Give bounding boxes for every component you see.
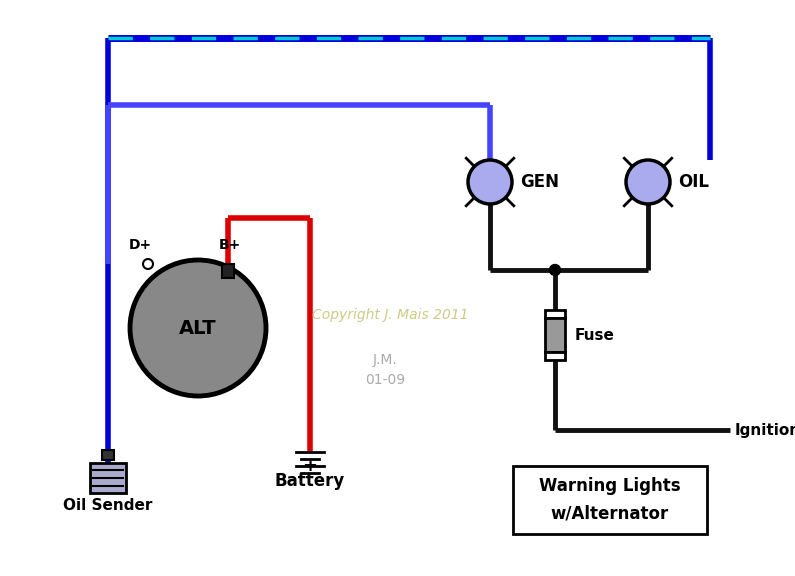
Text: OIL: OIL	[678, 173, 709, 191]
Circle shape	[468, 160, 512, 204]
Bar	[102, 450, 114, 460]
Text: ALT: ALT	[179, 319, 217, 338]
Bar	[545, 318, 565, 352]
Text: Fuse: Fuse	[575, 328, 615, 343]
Text: Battery: Battery	[275, 472, 345, 490]
Circle shape	[626, 160, 670, 204]
Bar	[545, 352, 565, 360]
Text: Oil Sender: Oil Sender	[64, 498, 153, 513]
Bar	[545, 310, 565, 318]
Circle shape	[130, 260, 266, 396]
Text: Warning Lights: Warning Lights	[539, 477, 681, 495]
Bar	[222, 264, 234, 278]
Text: J.M.
01-09: J.M. 01-09	[365, 353, 405, 386]
Circle shape	[549, 264, 560, 275]
Text: Ignition: Ignition	[735, 423, 795, 438]
Text: B+: B+	[219, 238, 241, 252]
FancyBboxPatch shape	[90, 463, 126, 493]
Text: Copyright J. Mais 2011: Copyright J. Mais 2011	[312, 308, 468, 322]
Text: D+: D+	[129, 238, 152, 252]
Text: +: +	[303, 457, 317, 475]
Text: w/Alternator: w/Alternator	[551, 505, 669, 523]
Circle shape	[143, 259, 153, 269]
FancyBboxPatch shape	[513, 466, 707, 534]
Text: GEN: GEN	[520, 173, 559, 191]
